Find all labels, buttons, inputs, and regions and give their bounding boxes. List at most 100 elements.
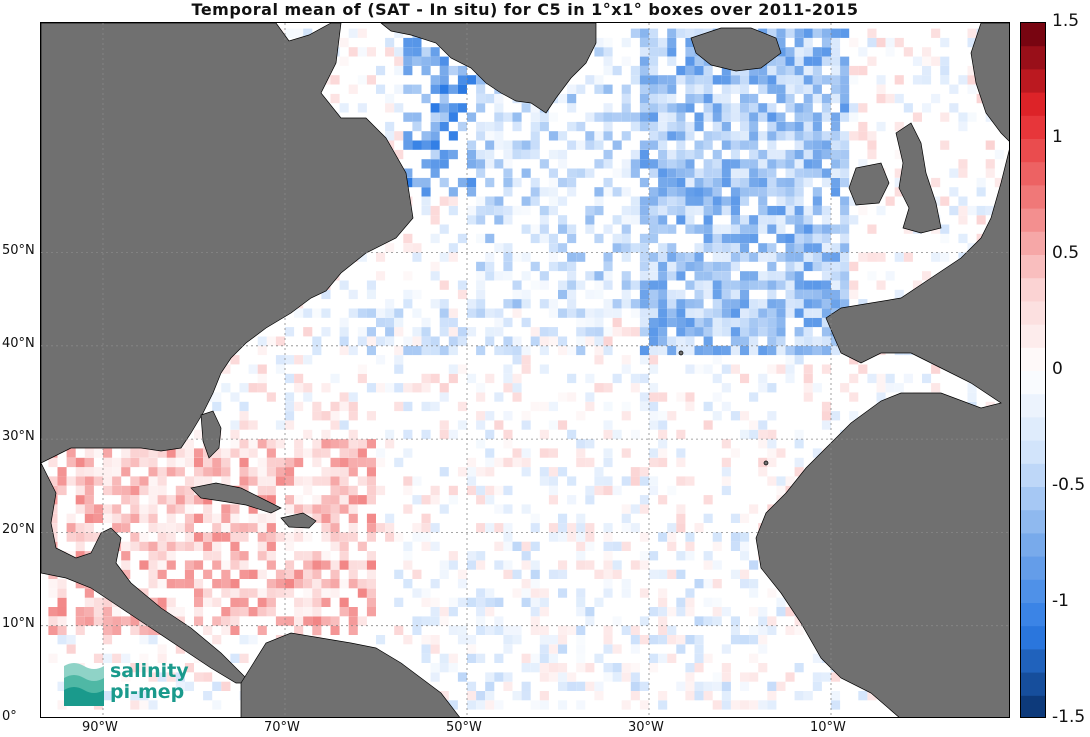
data-cell	[585, 289, 595, 300]
data-cell	[621, 663, 631, 673]
data-cell	[758, 271, 768, 281]
data-cell	[348, 467, 358, 477]
data-cell	[767, 168, 777, 178]
data-cell	[394, 56, 404, 66]
data-cell	[794, 65, 804, 76]
data-cell	[630, 308, 640, 318]
lat-label: 0°	[2, 709, 17, 724]
data-cell	[758, 159, 768, 169]
data-cell	[685, 159, 695, 169]
data-cell	[958, 159, 968, 169]
data-cell	[530, 224, 540, 234]
data-cell	[776, 187, 786, 197]
data-cell	[485, 625, 495, 635]
data-cell	[103, 457, 113, 468]
data-cell	[194, 467, 204, 477]
data-cell	[749, 308, 759, 318]
data-cell	[439, 149, 449, 160]
data-cell	[530, 607, 540, 617]
data-cell	[712, 607, 722, 617]
data-cell	[548, 177, 558, 188]
data-cell	[630, 196, 640, 206]
data-cell	[794, 616, 804, 626]
data-cell	[658, 635, 668, 645]
data-cell	[476, 289, 486, 300]
data-cell	[266, 476, 276, 486]
data-cell	[712, 299, 722, 309]
colorbar-tick: 1.5	[1052, 11, 1080, 31]
data-cell	[421, 588, 431, 598]
data-cell	[785, 299, 795, 309]
colorbar-step	[1021, 371, 1045, 395]
data-cell	[721, 168, 731, 178]
hispaniola	[280, 512, 317, 529]
data-cell	[376, 448, 386, 458]
data-cell	[649, 261, 659, 272]
data-cell	[730, 299, 740, 309]
data-cell	[312, 448, 322, 458]
data-cell	[84, 476, 94, 486]
data-cell	[321, 616, 331, 626]
data-cell	[639, 65, 649, 76]
data-cell	[330, 75, 340, 85]
data-cell	[230, 355, 240, 365]
data-cell	[821, 420, 831, 430]
data-cell	[376, 317, 386, 328]
data-cell	[794, 261, 804, 272]
data-cell	[84, 616, 94, 626]
data-cell	[649, 56, 659, 66]
data-cell	[749, 653, 759, 663]
data-cell	[339, 103, 349, 113]
data-cell	[730, 215, 740, 225]
data-cell	[257, 373, 267, 384]
data-cell	[530, 187, 540, 197]
data-cell	[685, 607, 695, 617]
data-cell	[803, 327, 813, 337]
data-cell	[121, 467, 131, 477]
data-cell	[685, 215, 695, 225]
data-cell	[958, 215, 968, 225]
data-cell	[567, 177, 577, 188]
data-cell	[840, 112, 850, 122]
data-cell	[148, 700, 158, 710]
data-cell	[794, 187, 804, 197]
data-cell	[403, 112, 413, 122]
data-cell	[439, 65, 449, 76]
data-cell	[794, 215, 804, 225]
data-cell	[821, 261, 831, 272]
data-cell	[421, 541, 431, 551]
data-cell	[703, 420, 713, 430]
data-cell	[48, 513, 58, 523]
data-cell	[157, 485, 167, 496]
data-cell	[867, 140, 877, 150]
data-cell	[366, 485, 376, 496]
data-cell	[812, 308, 822, 318]
data-cell	[658, 177, 668, 188]
data-cell	[485, 597, 495, 607]
data-cell	[740, 551, 750, 561]
data-cell	[821, 103, 831, 113]
data-cell	[767, 243, 777, 253]
data-cell	[385, 429, 395, 440]
data-cell	[403, 476, 413, 486]
data-cell	[248, 504, 258, 514]
data-cell	[457, 635, 467, 645]
data-cell	[184, 476, 194, 486]
data-cell	[931, 252, 941, 262]
data-cell	[221, 364, 231, 374]
data-cell	[630, 159, 640, 169]
data-cell	[221, 625, 231, 635]
data-cell	[712, 196, 722, 206]
data-cell	[294, 476, 304, 486]
data-cell	[194, 476, 204, 486]
data-cell	[785, 103, 795, 113]
data-cell	[539, 448, 549, 458]
data-cell	[721, 607, 731, 617]
data-cell	[940, 75, 950, 85]
data-cell	[712, 271, 722, 281]
data-cell	[285, 495, 295, 505]
data-cell	[594, 569, 604, 579]
data-cell	[539, 700, 549, 710]
data-cell	[93, 476, 103, 486]
data-cell	[275, 616, 285, 626]
